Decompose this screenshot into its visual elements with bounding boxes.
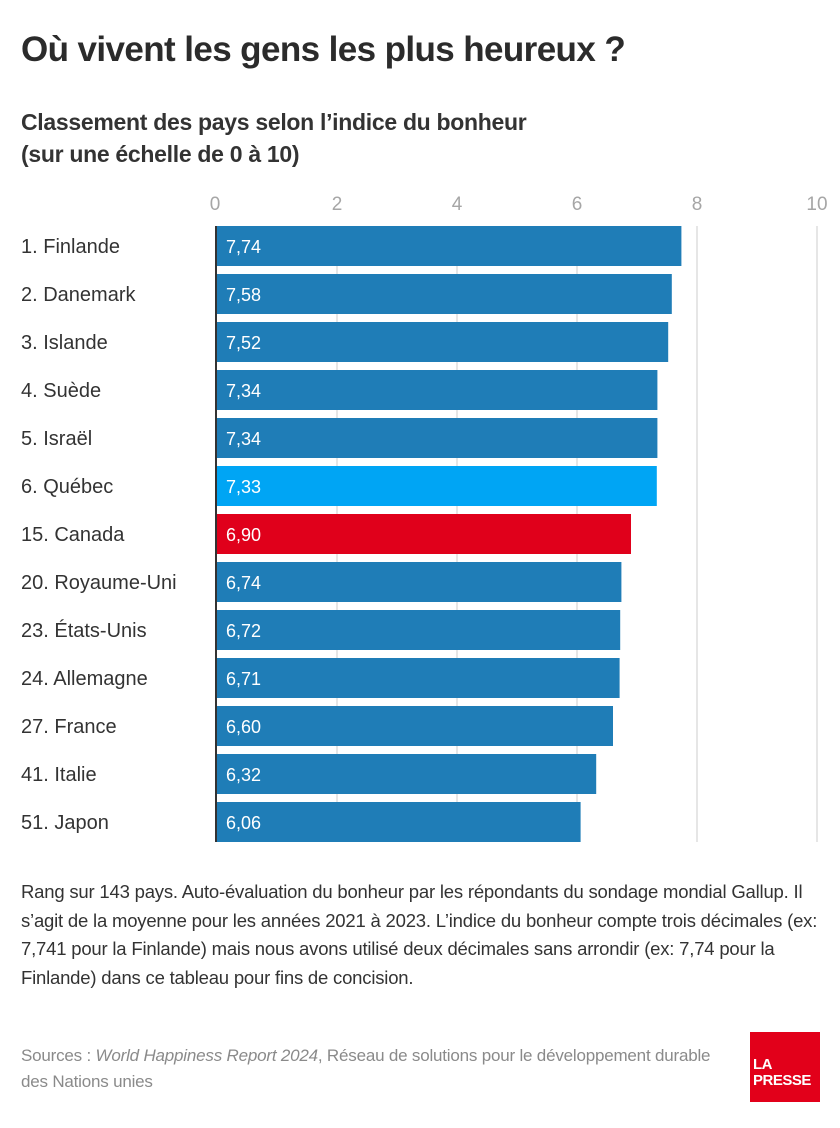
value-label: 6,06 bbox=[226, 813, 261, 833]
bar bbox=[217, 754, 597, 794]
sources-rest: , Réseau de solutions pour le développem… bbox=[21, 1046, 711, 1091]
category-label: 1. Finlande bbox=[21, 236, 120, 258]
bar bbox=[217, 562, 622, 602]
value-label: 7,34 bbox=[226, 381, 261, 401]
chart-subtitle: Classement des pays selon l’indice du bo… bbox=[21, 106, 721, 170]
x-tick-label: 10 bbox=[806, 194, 827, 215]
bar bbox=[217, 418, 658, 458]
bar bbox=[217, 514, 631, 554]
logo-line-1: LA bbox=[753, 1056, 773, 1073]
category-label: 20. Royaume-Uni bbox=[21, 572, 177, 594]
bar bbox=[217, 466, 657, 506]
bar-chart: 0 2 4 6 8 10 1. Finlande 2. Danemark 3. Islande… bbox=[21, 194, 828, 842]
x-tick-label: 2 bbox=[332, 194, 343, 215]
category-label: 24. Allemagne bbox=[21, 668, 148, 690]
sources-prefix: Sources : bbox=[21, 1046, 96, 1065]
value-label: 6,60 bbox=[226, 717, 261, 737]
value-label: 6,32 bbox=[226, 765, 261, 785]
value-label: 6,72 bbox=[226, 621, 261, 641]
category-label: 5. Israël bbox=[21, 428, 92, 450]
bar bbox=[217, 610, 621, 650]
x-tick-label: 0 bbox=[210, 194, 221, 215]
bars bbox=[217, 226, 682, 842]
category-label: 41. Italie bbox=[21, 764, 97, 786]
value-label: 7,34 bbox=[226, 429, 261, 449]
category-label: 3. Islande bbox=[21, 332, 108, 354]
x-tick-label: 4 bbox=[452, 194, 463, 215]
bar bbox=[217, 706, 613, 746]
subtitle-line-1: Classement des pays selon l’indice du bo… bbox=[21, 109, 527, 135]
value-label: 6,71 bbox=[226, 669, 261, 689]
category-labels: 1. Finlande 2. Danemark 3. Islande 4. Suède… bbox=[21, 236, 177, 834]
chart-title: Où vivent les gens les plus heureux ? bbox=[21, 30, 626, 69]
bar bbox=[217, 226, 682, 266]
bar bbox=[217, 322, 669, 362]
sources: Sources : World Happiness Report 2024, R… bbox=[21, 1043, 731, 1095]
x-tick-label: 6 bbox=[572, 194, 583, 215]
category-label: 15. Canada bbox=[21, 524, 125, 546]
bar bbox=[217, 658, 620, 698]
value-label: 7,58 bbox=[226, 285, 261, 305]
category-label: 51. Japon bbox=[21, 812, 109, 834]
value-label: 7,52 bbox=[226, 333, 261, 353]
category-label: 6. Québec bbox=[21, 476, 113, 498]
logo-line-2: PRESSE bbox=[753, 1072, 811, 1089]
category-label: 4. Suède bbox=[21, 380, 101, 402]
category-label: 27. France bbox=[21, 716, 117, 738]
value-label: 7,33 bbox=[226, 477, 261, 497]
x-axis-ticks: 0 2 4 6 8 10 bbox=[210, 194, 828, 215]
bar bbox=[217, 274, 672, 314]
value-label: 6,90 bbox=[226, 525, 261, 545]
footnote: Rang sur 143 pays. Auto-évaluation du bo… bbox=[21, 881, 818, 988]
category-label: 2. Danemark bbox=[21, 284, 136, 306]
subtitle-line-2: (sur une échelle de 0 à 10) bbox=[21, 141, 300, 167]
la-presse-logo: LA PRESSE bbox=[750, 1032, 820, 1102]
x-tick-label: 8 bbox=[692, 194, 703, 215]
value-label: 7,74 bbox=[226, 237, 261, 257]
sources-report-title: World Happiness Report 2024 bbox=[95, 1046, 319, 1065]
value-labels: 7,74 7,58 7,52 7,34 7,34 7,33 6,90 6,74 6,72 6,71… bbox=[226, 237, 261, 833]
value-label: 6,74 bbox=[226, 573, 261, 593]
bar bbox=[217, 370, 658, 410]
bar bbox=[217, 802, 581, 842]
category-label: 23. États-Unis bbox=[21, 619, 147, 642]
